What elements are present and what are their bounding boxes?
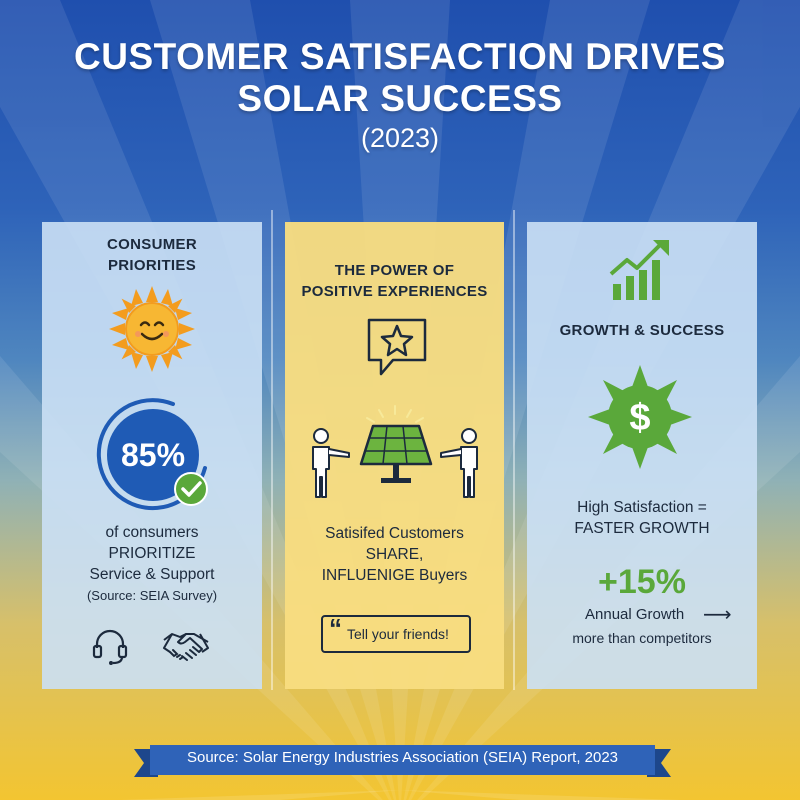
positive-experiences-panel: THE POWER OF POSITIVE EXPERIENCES — [285, 222, 504, 689]
dollar-sun-icon: $ — [588, 365, 692, 469]
quote-text: Tell your friends! — [347, 626, 449, 642]
priority-desc-line2: PRIORITIZE — [108, 545, 196, 562]
footer-source: Source: Solar Energy Industries Associat… — [186, 749, 619, 766]
panel-heading-line1: THE POWER OF — [334, 262, 455, 279]
priority-percentage: 85% — [120, 437, 186, 473]
page-title-line1: CUSTOMER SATISFACTION DRIVES — [74, 36, 726, 77]
share-desc-line2: SHARE, — [365, 546, 424, 563]
growth-desc-line1: High Satisfaction = — [577, 499, 707, 516]
panel-heading-line2: POSITIVE EXPERIENCES — [301, 283, 488, 300]
solar-panel-icon — [359, 405, 433, 483]
quote-icon: “ — [329, 613, 342, 643]
consumer-priorities-panel: CONSUMER PRIORITIES — [42, 222, 262, 689]
divider-right — [513, 210, 515, 690]
panel-heading-line2: PRIORITIES — [107, 257, 196, 274]
ribbon-shape — [134, 745, 671, 777]
page-title-line2: SOLAR SUCCESS — [237, 78, 563, 119]
priority-desc-line1: of consumers — [105, 524, 199, 541]
arrow-right-icon: ⟶ — [703, 604, 732, 626]
annual-growth-label: Annual Growth — [585, 606, 685, 623]
survey-source: (Source: SEIA Survey) — [86, 588, 218, 603]
divider-left — [271, 210, 273, 690]
growth-percentage: +15% — [598, 563, 686, 601]
person-icon — [312, 428, 350, 498]
dollar-sign: $ — [629, 397, 650, 439]
growth-desc-line2: FASTER GROWTH — [574, 520, 710, 537]
star-speech-bubble-icon — [367, 318, 427, 376]
headset-icon — [92, 629, 128, 665]
growth-chart-icon — [609, 240, 669, 300]
source-ribbon: Source: Solar Energy Industries Associat… — [134, 741, 671, 777]
person-icon — [440, 428, 478, 498]
share-desc-line3: INFLUENIGE Buyers — [321, 567, 468, 584]
smiling-sun-icon — [109, 286, 195, 372]
growth-success-panel: GROWTH & SUCCESS $ High Satisfaction = F… — [527, 222, 757, 689]
check-icon — [174, 472, 208, 506]
year-label: (2023) — [360, 123, 440, 153]
panel-heading: GROWTH & SUCCESS — [559, 322, 725, 339]
panel-heading-line1: CONSUMER — [107, 236, 197, 253]
priority-desc-line3: Service & Support — [89, 566, 215, 583]
share-desc-line1: Satisifed Customers — [325, 525, 464, 542]
handshake-icon — [163, 633, 209, 661]
quote-box: “ Tell your friends! — [321, 613, 471, 653]
growth-sub: more than competitors — [572, 630, 712, 646]
